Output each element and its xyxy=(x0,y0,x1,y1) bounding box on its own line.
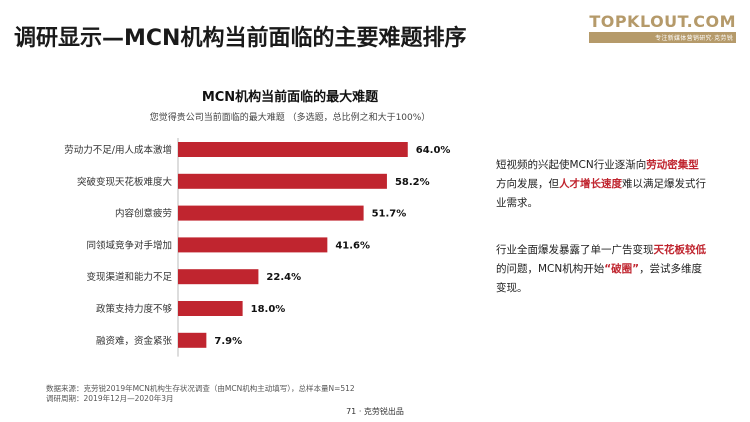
value-label: 58.2% xyxy=(395,177,430,188)
value-label: 7.9% xyxy=(214,336,242,347)
footer: 数据来源：克劳锐2019年MCN机构生存状况调查（由MCN机构主动填写），总样本… xyxy=(46,384,355,404)
bar xyxy=(178,332,207,348)
category-label: 内容创意疲劳 xyxy=(115,208,172,220)
bar xyxy=(178,142,408,157)
note-text: 难以满足爆发式行业需求。 xyxy=(496,178,706,209)
note-2: 行业全面爆发暴露了单一广告变现天花板较低的问题，MCN机构开始“破圈”，尝试多维… xyxy=(496,241,706,298)
note-highlight: “破圈” xyxy=(604,263,640,275)
bar xyxy=(178,269,259,285)
category-label: 融资难，资金紧张 xyxy=(96,335,173,347)
category-label: 劳动力不足/用人成本激增 xyxy=(64,144,172,156)
data-source: 数据来源：克劳锐2019年MCN机构生存状况调查（由MCN机构主动填写），总样本… xyxy=(46,384,355,393)
chart-title: MCN机构当前面临的最大难题 xyxy=(201,90,379,105)
category-label: 政策支持力度不够 xyxy=(96,303,173,315)
category-label: 突破变现天花板难度大 xyxy=(77,176,173,188)
bar xyxy=(178,301,243,316)
chart-subtitle: 您觉得贵公司当前面临的最大难题 （多选题，总比例之和大于100%） xyxy=(149,113,431,123)
value-label: 51.7% xyxy=(372,209,407,220)
note-highlight: 人才增长速度 xyxy=(559,178,622,190)
note-highlight: 劳动密集型 xyxy=(646,159,699,171)
note-text: 短视频的兴起使MCN行业逐渐向 xyxy=(496,159,647,171)
logo-text: TOPKLOUT.COM xyxy=(589,12,736,31)
value-label: 18.0% xyxy=(251,304,286,315)
value-label: 22.4% xyxy=(266,272,301,283)
value-label: 64.0% xyxy=(416,145,451,156)
logo-tagline: 专注新媒体营销研究·克劳锐 xyxy=(589,32,736,43)
note-text: 方向发展，但 xyxy=(496,178,559,190)
bar xyxy=(178,205,364,221)
bar xyxy=(178,237,328,253)
note-text: 行业全面爆发暴露了单一广告变现 xyxy=(496,244,654,256)
note-text: 的问题，MCN机构开始 xyxy=(496,263,605,275)
page-number: 71 · 克劳锐出品 xyxy=(346,407,404,416)
survey-period: 调研周期：2019年12月—2020年3月 xyxy=(46,394,174,403)
note-highlight: 天花板较低 xyxy=(653,244,707,256)
value-label: 41.6% xyxy=(335,240,370,251)
page-title: 调研显示—MCN机构当前面临的主要难题排序 xyxy=(14,26,467,51)
note-text: ，尝试多维度变现。 xyxy=(496,263,703,294)
category-label: 变现渠道和能力不足 xyxy=(86,271,172,283)
category-label: 同领域竞争对手增加 xyxy=(86,239,172,251)
bar xyxy=(178,173,387,189)
note-1: 短视频的兴起使MCN行业逐渐向劳动密集型方向发展，但人才增长速度难以满足爆发式行… xyxy=(496,156,706,213)
logo: TOPKLOUT.COM 专注新媒体营销研究·克劳锐 xyxy=(589,12,736,43)
